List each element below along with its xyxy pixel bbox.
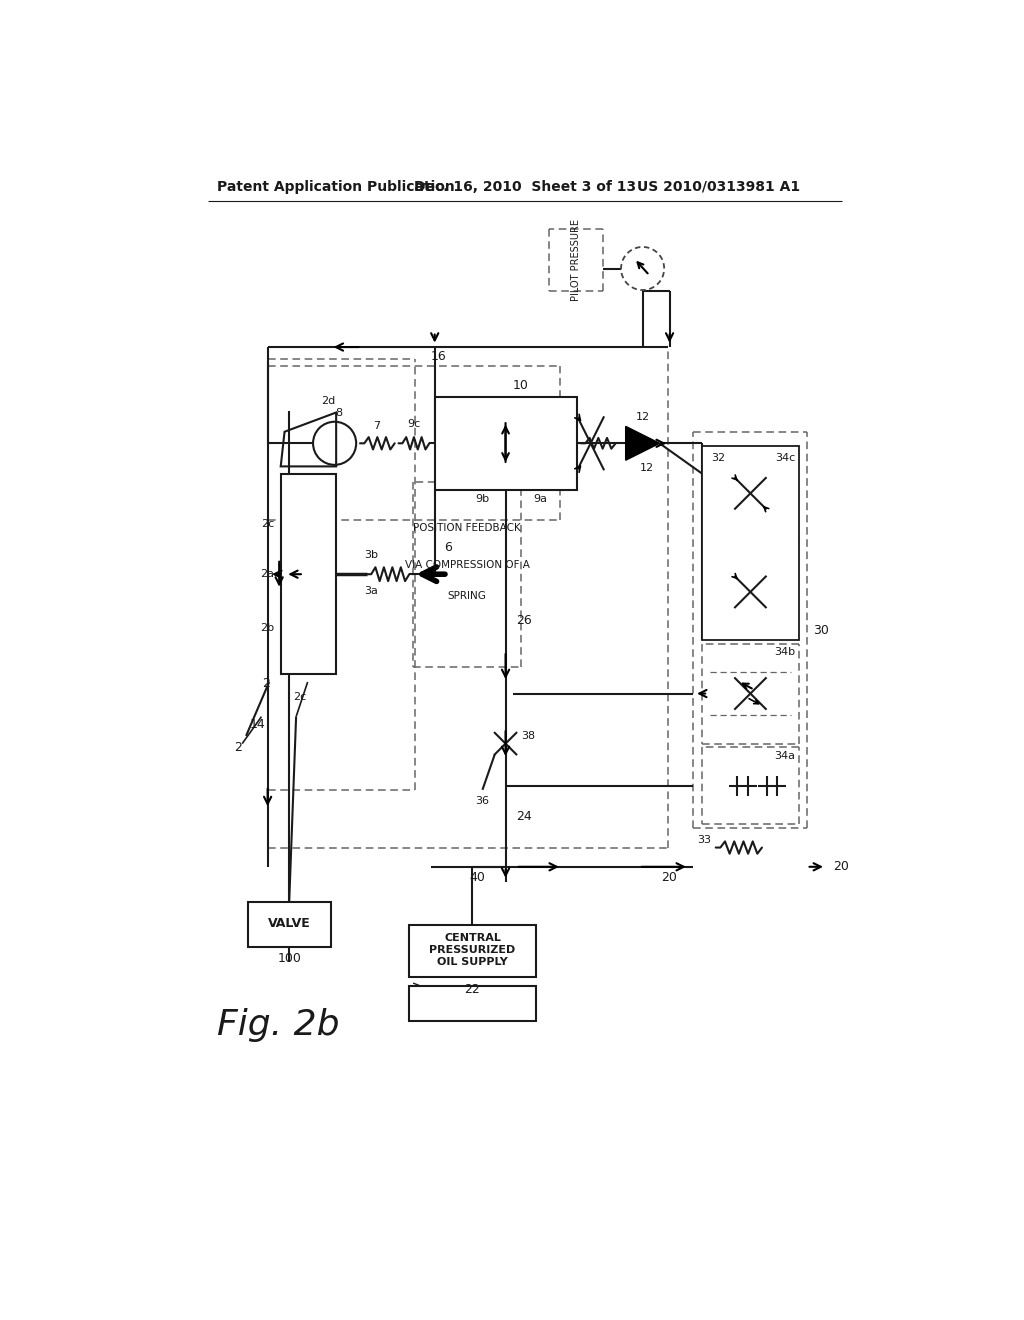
Text: 24: 24 (516, 810, 532, 824)
Text: OIL SUPPLY: OIL SUPPLY (437, 957, 508, 966)
Text: 20: 20 (834, 861, 850, 874)
Text: 34b: 34b (774, 647, 795, 657)
Text: 9c: 9c (408, 418, 421, 429)
Bar (281, 474, 336, 675)
Text: 9b: 9b (475, 494, 489, 504)
Text: 22: 22 (465, 982, 480, 995)
Text: 20: 20 (662, 871, 678, 884)
Text: 40: 40 (469, 871, 485, 884)
Text: VALVE: VALVE (268, 917, 310, 931)
Text: 2c: 2c (293, 693, 306, 702)
Text: VIA COMPRESSION OF A: VIA COMPRESSION OF A (404, 560, 529, 570)
Polygon shape (626, 426, 659, 461)
Text: 2: 2 (262, 677, 270, 690)
Text: 2: 2 (234, 741, 243, 754)
Text: 2d: 2d (322, 396, 336, 407)
Text: CENTRAL: CENTRAL (444, 933, 501, 944)
Text: Fig. 2b: Fig. 2b (217, 1007, 339, 1041)
Text: 38: 38 (521, 731, 536, 741)
Text: 2b: 2b (260, 623, 274, 634)
Text: 14: 14 (250, 718, 265, 731)
Text: SPRING: SPRING (447, 591, 486, 602)
Text: 32: 32 (711, 453, 725, 463)
Text: 16: 16 (431, 350, 446, 363)
Text: 12: 12 (639, 463, 653, 473)
Text: 2a: 2a (260, 569, 274, 579)
Text: Patent Application Publication: Patent Application Publication (217, 180, 455, 194)
Text: Dec. 16, 2010  Sheet 3 of 13: Dec. 16, 2010 Sheet 3 of 13 (414, 180, 636, 194)
Text: 8: 8 (335, 408, 342, 417)
Text: 2c: 2c (261, 519, 274, 529)
Text: 10: 10 (513, 379, 528, 392)
Bar (410, 924, 537, 977)
Text: 12: 12 (636, 412, 649, 422)
Text: 33: 33 (697, 834, 712, 845)
Text: PILOT PRESSURE: PILOT PRESSURE (570, 219, 581, 301)
Text: 26: 26 (516, 614, 532, 627)
Text: 9a: 9a (534, 494, 547, 504)
Text: 3a: 3a (364, 586, 378, 597)
Bar (435, 397, 578, 490)
Bar (248, 903, 331, 946)
Text: 100: 100 (278, 952, 301, 965)
Bar (410, 986, 537, 1020)
Text: 7: 7 (374, 421, 381, 432)
Text: US 2010/0313981 A1: US 2010/0313981 A1 (637, 180, 801, 194)
Text: PRESSURIZED: PRESSURIZED (429, 945, 515, 954)
Bar (701, 446, 799, 640)
Text: POSITION FEEDBACK: POSITION FEEDBACK (413, 523, 521, 533)
Text: 34a: 34a (774, 751, 795, 762)
Text: 3b: 3b (364, 550, 378, 560)
Text: 30: 30 (813, 623, 828, 636)
Text: 36: 36 (475, 796, 489, 807)
Text: 34c: 34c (775, 453, 795, 463)
Text: 6: 6 (443, 541, 452, 554)
